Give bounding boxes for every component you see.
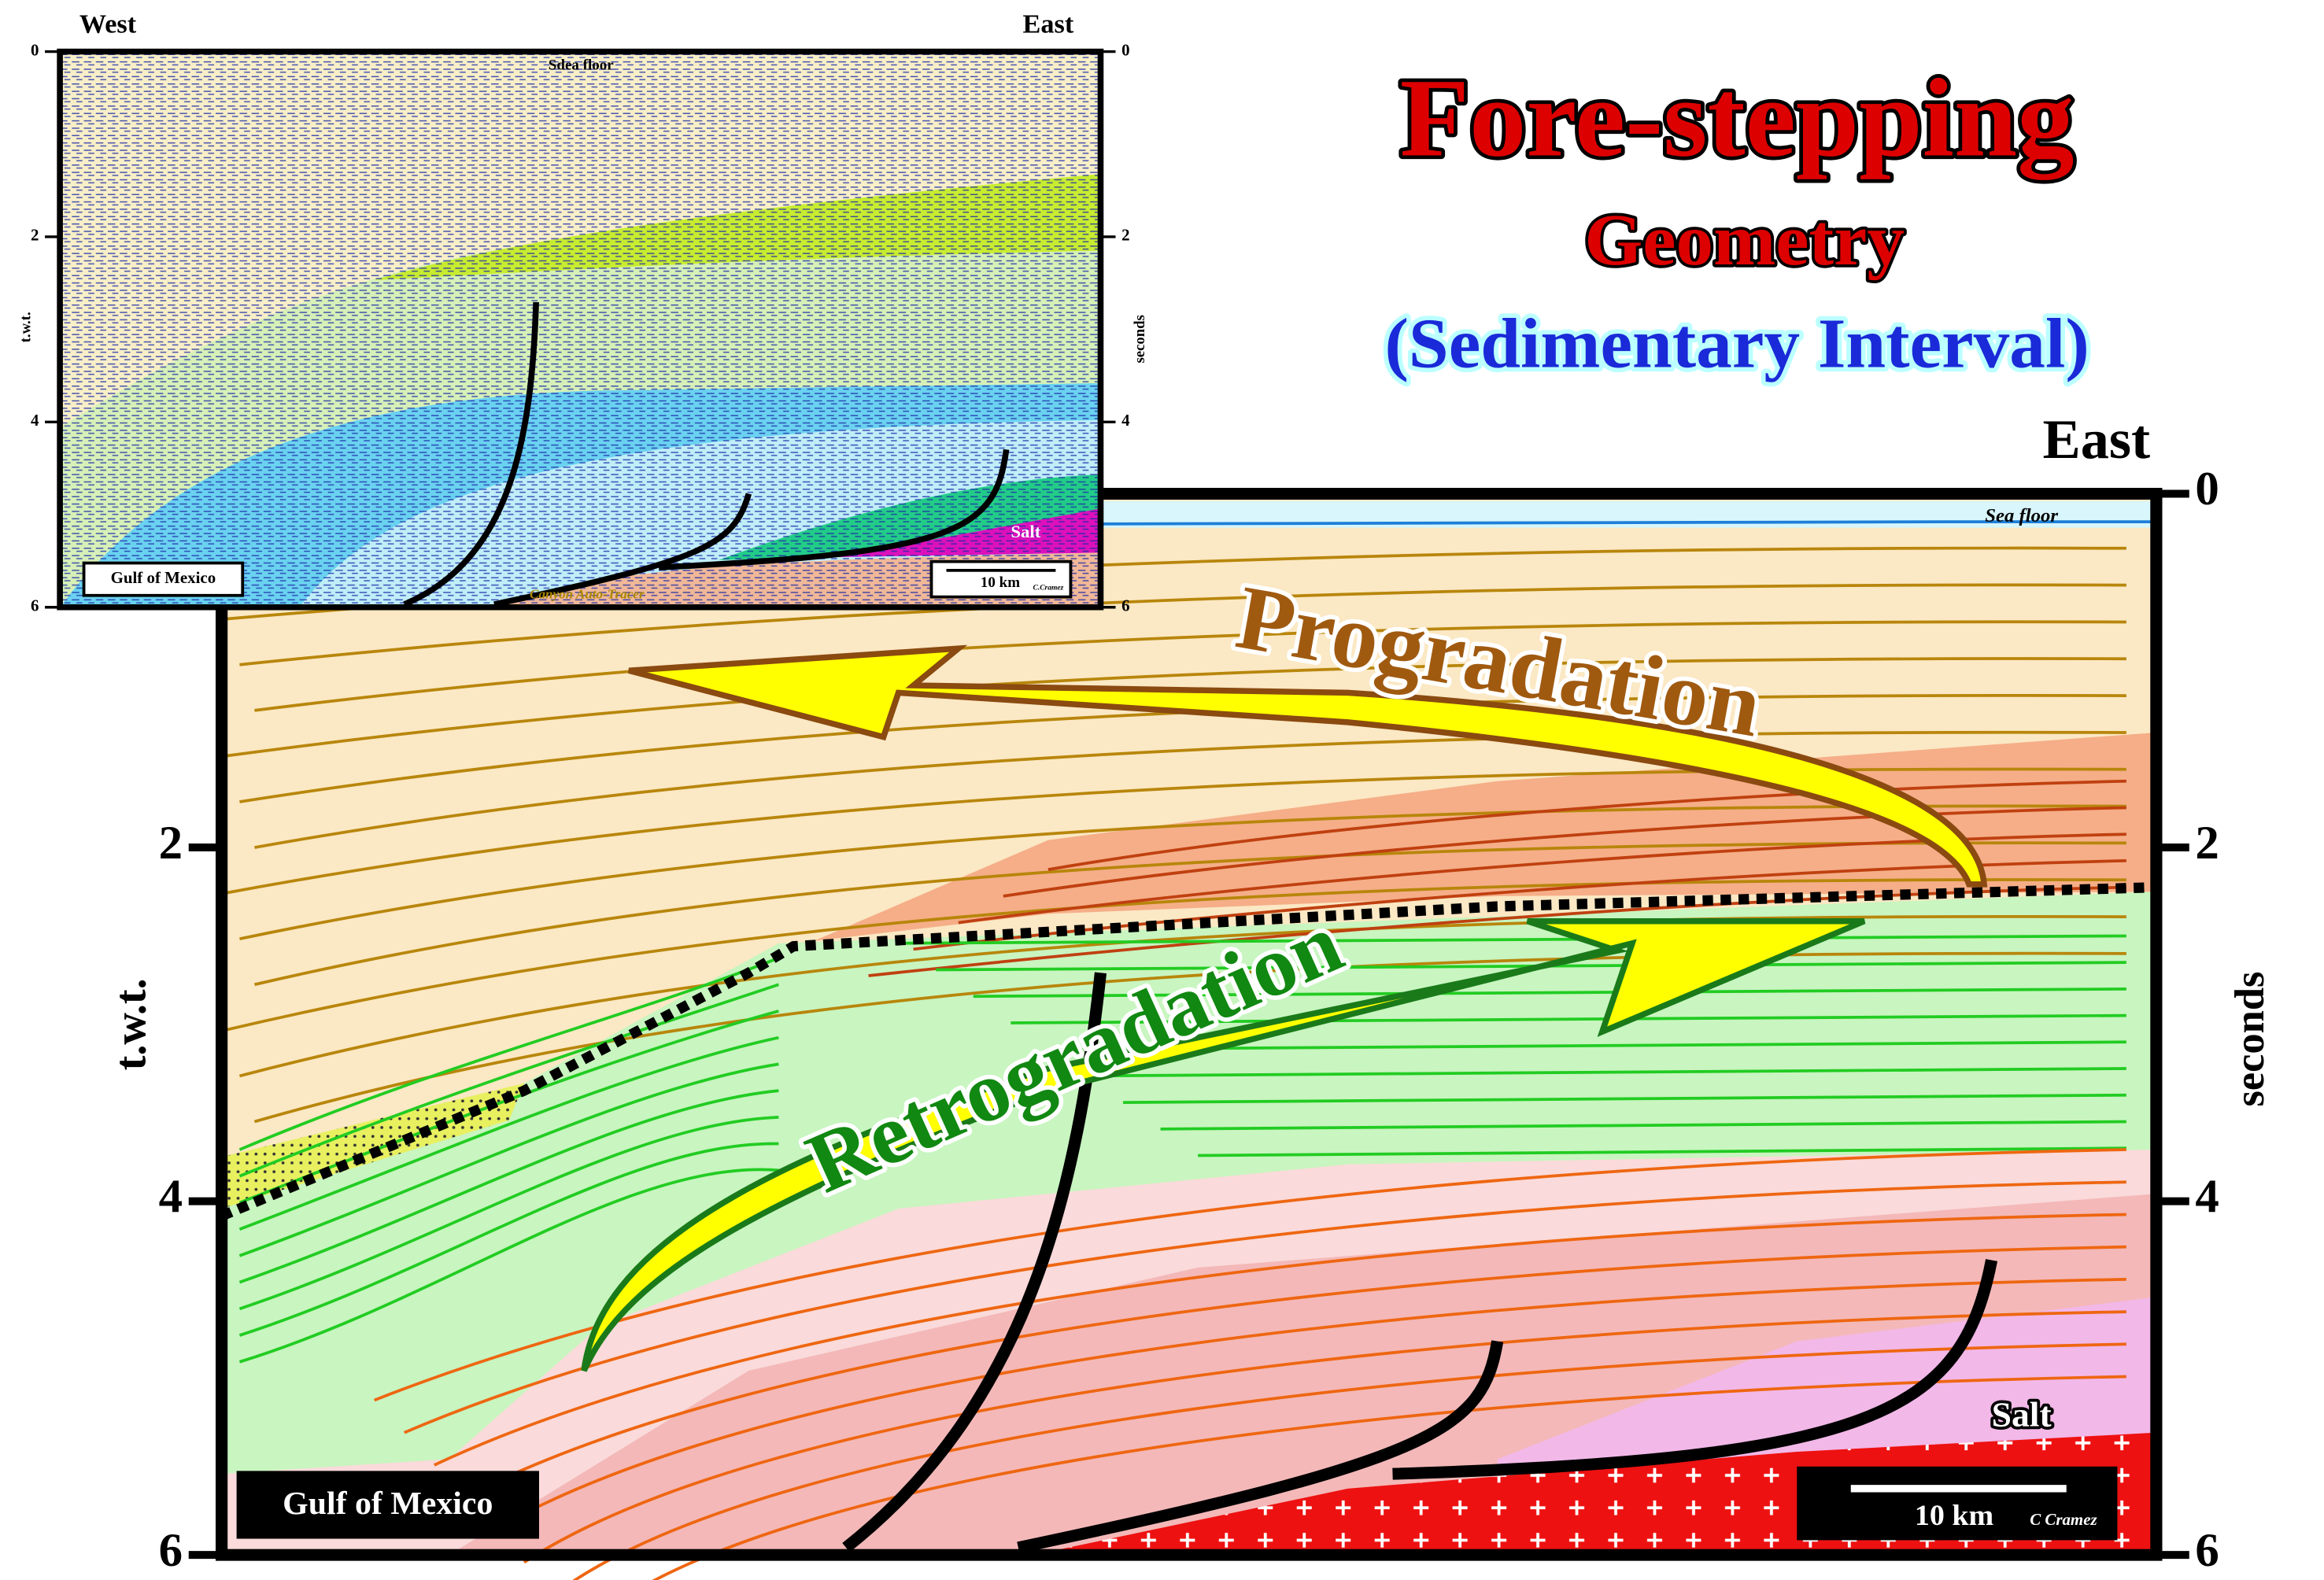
inset-sea-floor: Sdea floor bbox=[549, 57, 614, 74]
y2-tick-label: 4 bbox=[1121, 412, 1129, 430]
y2-tick-label: 6 bbox=[2195, 1524, 2219, 1576]
west-label: West bbox=[79, 10, 137, 39]
stratum bbox=[572, 1342, 2126, 1580]
inset-east-label: East bbox=[1023, 10, 1074, 39]
y-tick-label: 2 bbox=[159, 817, 183, 869]
stratum bbox=[403, 1180, 2126, 1434]
stratum bbox=[238, 1115, 779, 1311]
inset-location-box bbox=[82, 561, 245, 597]
caption: (Sedimentary Interval) bbox=[1385, 304, 2089, 382]
inset-canyon-label: Canyon Auto-Tracer bbox=[530, 587, 645, 602]
stratum bbox=[238, 1089, 779, 1284]
east-label: East bbox=[2042, 408, 2150, 471]
y-tick-label: 2 bbox=[31, 227, 39, 245]
retrogradation-arrow bbox=[581, 917, 1866, 1372]
inset-y2-label: seconds bbox=[1132, 315, 1148, 363]
stratum bbox=[238, 1062, 779, 1257]
stratum bbox=[1003, 806, 2126, 898]
inset-salt-label: Salt bbox=[1011, 522, 1041, 541]
stratum bbox=[238, 1168, 779, 1364]
inset-y-label: t.w.t. bbox=[17, 312, 34, 342]
strata bbox=[224, 546, 2126, 1580]
stratum bbox=[239, 693, 2126, 803]
stratum bbox=[254, 841, 2126, 987]
title: Fore-stepping bbox=[1400, 56, 2075, 180]
stratum bbox=[1123, 1093, 2126, 1104]
y2-axis-label: seconds bbox=[2226, 972, 2272, 1107]
stratum bbox=[868, 885, 2126, 977]
stratum bbox=[238, 914, 2126, 1078]
inset-fault bbox=[403, 301, 1010, 607]
sand-wedge bbox=[221, 1083, 524, 1209]
stratum bbox=[238, 1035, 779, 1231]
stratum bbox=[463, 1245, 2126, 1499]
stratum bbox=[1160, 1120, 2126, 1131]
y2-tick-label: 4 bbox=[2195, 1171, 2219, 1223]
stratum bbox=[254, 620, 2126, 712]
stratum bbox=[973, 988, 2126, 999]
scale-label: 10 km bbox=[1915, 1499, 1993, 1532]
y-axis-label: t.w.t. bbox=[106, 978, 155, 1070]
main-section: East Sea floor t.w.t. seconds Progradati… bbox=[106, 408, 2273, 1580]
stratum bbox=[238, 956, 780, 1151]
salt-label: Salt bbox=[1992, 1395, 2052, 1434]
location-label: Gulf of Mexico bbox=[283, 1485, 493, 1521]
y-tick-label: 4 bbox=[31, 412, 39, 430]
stratum bbox=[898, 934, 2126, 945]
stratum bbox=[493, 1278, 2126, 1531]
stratum bbox=[1011, 1013, 2126, 1024]
inset-reflectors bbox=[60, 51, 1101, 607]
subtitle: Geometry bbox=[1584, 200, 1905, 281]
inset-scale-box bbox=[929, 559, 1073, 599]
y-tick-label: 6 bbox=[31, 598, 39, 615]
progradation-arrow bbox=[628, 644, 1988, 888]
green-layer bbox=[221, 892, 2156, 1475]
stratum bbox=[238, 1142, 779, 1337]
sea-floor-label: Sea floor bbox=[1985, 505, 2058, 526]
inset-frame bbox=[57, 48, 1104, 611]
y2-tick-label: 0 bbox=[2195, 463, 2219, 515]
y2-tick-label: 6 bbox=[1121, 598, 1129, 615]
stratum bbox=[373, 1148, 2126, 1402]
stratum bbox=[1198, 1146, 2126, 1157]
inset-scale: 10 km bbox=[981, 574, 1020, 591]
stratum bbox=[254, 730, 2126, 849]
y2-tick-label: 2 bbox=[1121, 227, 1129, 245]
y-tick-label: 6 bbox=[159, 1524, 183, 1576]
inset-location: Gulf of Mexico bbox=[111, 570, 216, 587]
scale-box bbox=[1797, 1466, 2118, 1541]
y-tick-label: 4 bbox=[159, 1171, 183, 1223]
stratum bbox=[239, 804, 2126, 941]
credit: C Cramez bbox=[2030, 1512, 2097, 1529]
stratum bbox=[1047, 779, 2126, 871]
frame bbox=[215, 488, 2163, 1561]
stratum bbox=[238, 983, 780, 1178]
stratum bbox=[523, 1310, 2126, 1564]
y2-tick-label: 0 bbox=[1121, 42, 1129, 59]
location-box bbox=[236, 1471, 539, 1539]
stratum bbox=[433, 1213, 2126, 1467]
inset-credit: C.Cramez bbox=[1033, 585, 1064, 592]
y-tick-label: 0 bbox=[31, 42, 39, 59]
boundary bbox=[220, 882, 2157, 1221]
stratum bbox=[958, 832, 2126, 925]
y2-tick-label: 2 bbox=[2195, 817, 2219, 869]
stratum bbox=[652, 1375, 2126, 1580]
stratum bbox=[1085, 1067, 2126, 1078]
stratum bbox=[224, 657, 2126, 758]
inset-section: West East Sdea floor t.w.t. seconds Salt… bbox=[17, 10, 1148, 615]
inset-axes: 0 0 2 2 4 4 6 6 bbox=[31, 42, 1130, 615]
